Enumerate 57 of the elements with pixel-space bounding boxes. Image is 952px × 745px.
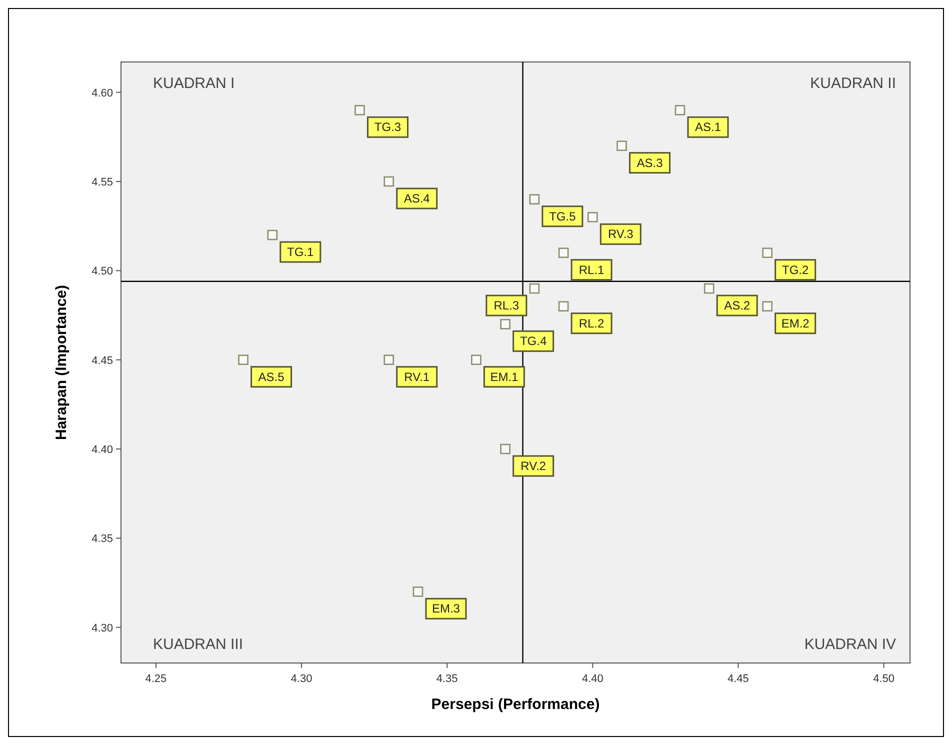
annotation: TG.4 [520,334,547,348]
point [762,248,772,258]
point [500,319,510,330]
annotation: RL.3 [494,298,520,312]
annotation: KUADRAN IV [804,636,896,653]
point [558,301,569,312]
point [616,140,627,151]
annotation: AS.4 [404,191,430,206]
point [529,194,540,204]
x-tick-label: 4.25 [145,673,167,685]
x-tick-label: 4.35 [436,673,458,685]
annotation: EM.3 [432,602,460,616]
y-tick-label: 4.60 [92,87,113,100]
y-tick-label: 4.45 [92,354,113,367]
annotation: AS.5 [258,370,285,384]
point [238,354,248,365]
point [471,354,482,365]
point [558,248,569,258]
annotation: TG.2 [782,262,809,277]
point [588,212,598,222]
point [500,444,510,454]
point [674,105,686,116]
y-axis-title: Harapan (Importance) [53,284,70,440]
annotation: KUADRAN III [153,636,244,653]
x-tick-label: 4.50 [873,673,895,685]
annotation: EM.2 [781,316,810,330]
x-tick-label: 4.30 [290,673,312,685]
x-tick-label: 4.40 [582,673,604,685]
annotation: RV.1 [404,370,430,384]
annotation: TG.3 [374,120,402,134]
point [412,586,424,597]
point [529,283,540,294]
y-tick-label: 4.35 [92,533,113,546]
point [704,283,714,294]
y-tick-label: 4.40 [92,444,113,456]
annotation: EM.1 [490,370,519,384]
point [267,230,278,240]
x-axis-title: Persepsi (Performance) [431,696,600,713]
point [384,176,394,187]
annotation: AS.2 [724,298,750,312]
annotation: RV.3 [608,227,634,242]
annotation: AS.3 [636,156,664,170]
y-tick-label: 4.55 [92,176,113,188]
y-tick-label: 4.30 [92,622,113,634]
x-tick-label: 4.45 [728,673,749,685]
annotation: TG.5 [549,209,576,224]
annotation: KUADRAN I [153,75,235,92]
y-tick-label: 4.50 [92,266,113,278]
annotation: TG.1 [287,244,314,259]
annotation: KUADRAN II [810,75,896,92]
point [354,105,365,116]
annotation: RL.2 [578,316,605,330]
annotation: RV.2 [520,458,546,473]
point [384,354,394,365]
point [762,301,772,312]
annotation: RL.1 [578,262,605,277]
annotation: AS.1 [694,120,722,134]
